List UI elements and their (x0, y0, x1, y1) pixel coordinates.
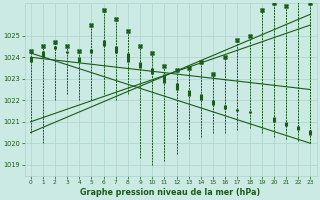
X-axis label: Graphe pression niveau de la mer (hPa): Graphe pression niveau de la mer (hPa) (80, 188, 261, 197)
